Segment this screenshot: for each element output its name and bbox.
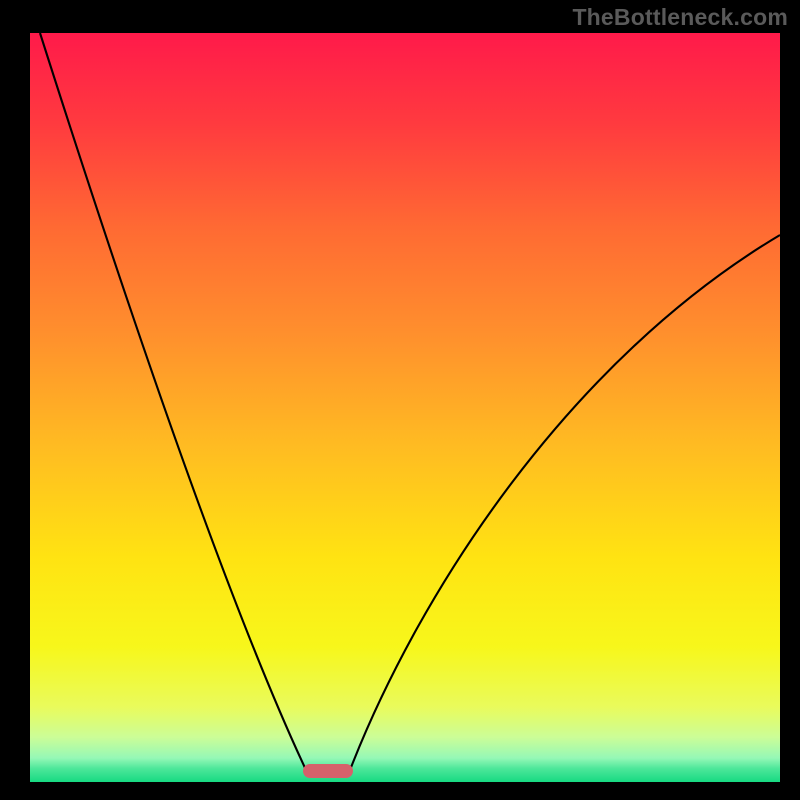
bottleneck-chart <box>0 0 800 800</box>
target-marker <box>303 764 353 778</box>
plot-background <box>30 33 780 782</box>
watermark-text: TheBottleneck.com <box>572 4 788 31</box>
chart-container: { "watermark": { "text": "TheBottleneck.… <box>0 0 800 800</box>
